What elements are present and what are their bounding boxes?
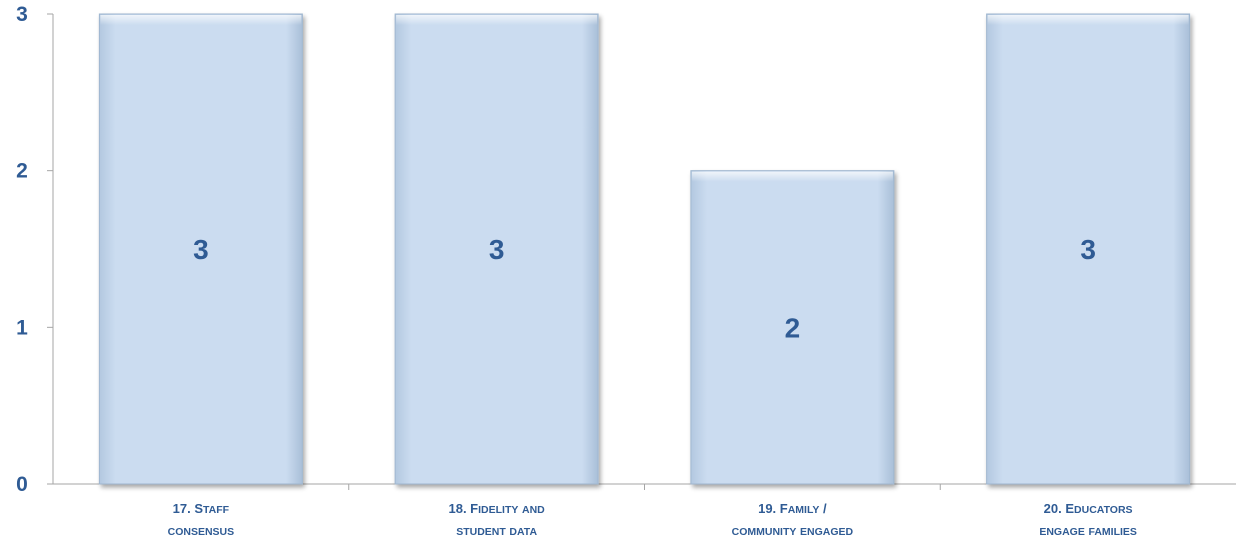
bar-rect: [394, 13, 599, 485]
category-label-line: COMMUNITY ENGAGED: [732, 523, 854, 538]
x-axis: [53, 483, 1236, 490]
y-tick-label: 3: [16, 3, 28, 26]
category-label: 20. EDUCATORS ENGAGE FAMILIES: [1039, 501, 1137, 538]
bar: 3: [394, 13, 599, 485]
y-tick-label: 2: [16, 160, 28, 183]
category-label-line: ENGAGE FAMILIES: [1039, 523, 1137, 538]
bar-data-label: 3: [193, 234, 209, 265]
bar-rect: [986, 13, 1191, 485]
bar-bevel: [691, 171, 893, 182]
bar-bevel: [100, 15, 302, 25]
bar-rect: [98, 13, 303, 485]
bar: 2: [690, 170, 895, 485]
bar: 3: [986, 13, 1191, 485]
bar-data-label: 2: [785, 312, 801, 343]
category-label-line: 17. STAFF: [173, 501, 230, 516]
category-label-line: STUDENT DATA: [456, 523, 537, 538]
bar: 3: [98, 13, 303, 485]
y-tick-label: 0: [16, 473, 28, 496]
category-label: 19. FAMILY / COMMUNITY ENGAGED: [732, 501, 854, 538]
category-labels: 17. STAFF CONSENSUS 18. FIDELITY AND STUDEN…: [168, 501, 1137, 538]
category-label-line: 18. FIDELITY AND: [448, 501, 545, 516]
y-axis: 0 1 2 3: [16, 3, 54, 496]
category-label-line: 19. FAMILY /: [758, 501, 827, 516]
category-label-line: 20. EDUCATORS: [1044, 501, 1133, 516]
y-tick-label: 1: [16, 316, 28, 339]
bar-data-label: 3: [489, 234, 505, 265]
category-label: 17. STAFF CONSENSUS: [168, 501, 235, 538]
bars: 3 3 2 3: [98, 13, 1191, 485]
bar-data-label: 3: [1080, 234, 1096, 265]
category-label: 18. FIDELITY AND STUDENT DATA: [448, 501, 545, 538]
bar-bevel: [396, 15, 598, 25]
bar-rect: [690, 170, 895, 485]
category-label-line: CONSENSUS: [168, 526, 235, 538]
bar-bevel: [987, 15, 1189, 25]
